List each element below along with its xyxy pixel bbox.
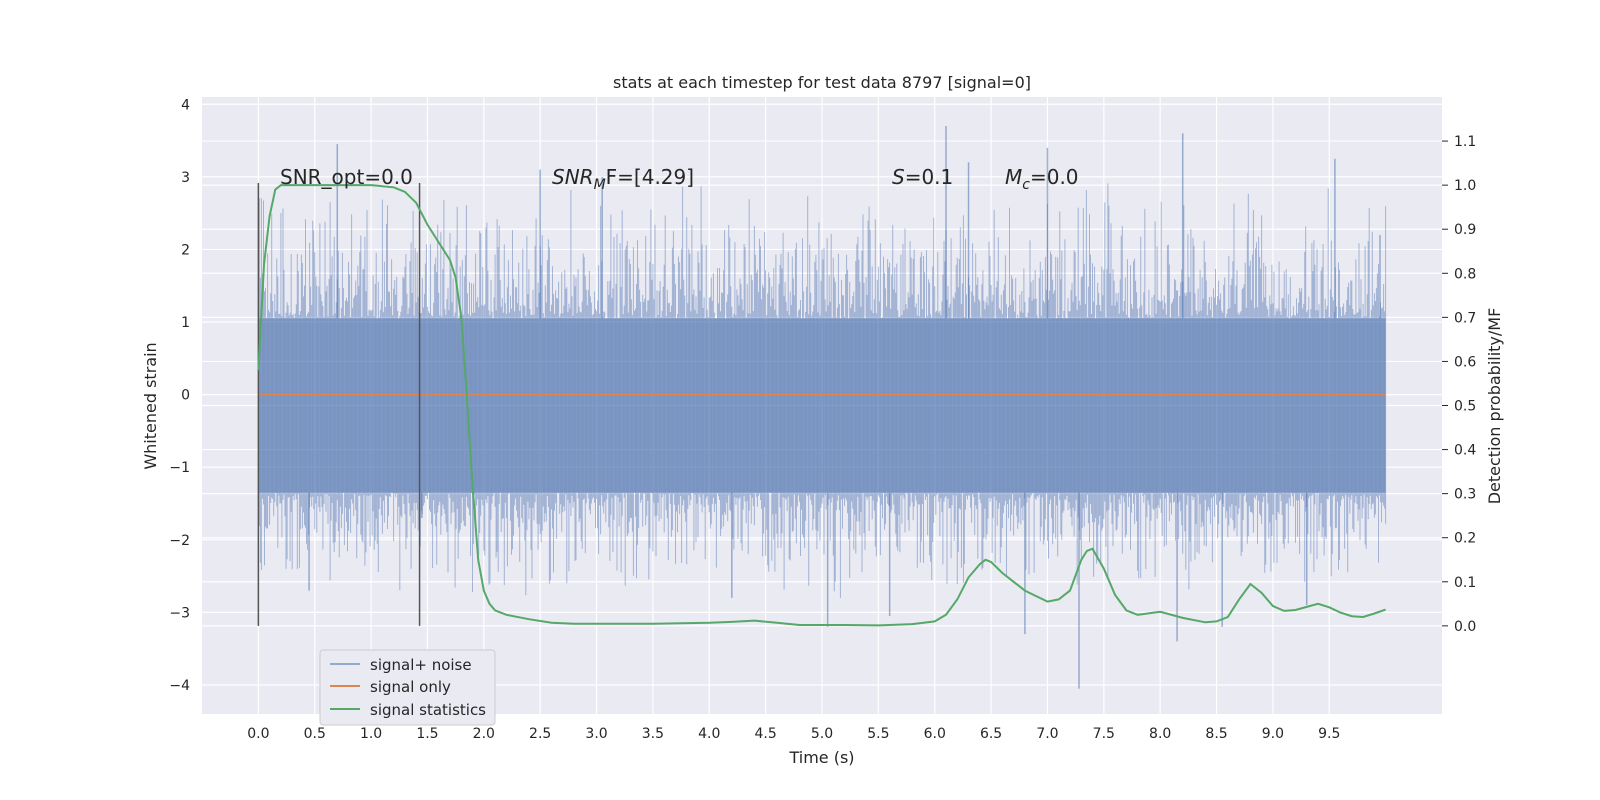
x-axis-ticks: 0.0 0.5 1.0 1.5 2.0 2.5 3.0 3.5 4.0 4.5 5.0 5.5 6.0 6… xyxy=(247,726,1340,742)
y-tick-label-left: 1 xyxy=(181,315,190,331)
x-tick-label: 3.5 xyxy=(642,726,664,742)
x-tick-label: 7.5 xyxy=(1093,726,1115,742)
legend: signal+ noise signal only signal statist… xyxy=(319,649,496,726)
grid xyxy=(202,97,1442,714)
chart-title: stats at each timestep for test data 879… xyxy=(613,73,1031,92)
x-tick-label: 0.5 xyxy=(304,726,326,742)
legend-item-signal-noise: signal+ noise xyxy=(330,656,472,674)
left-y-axis-label: Whitened strain xyxy=(141,342,160,469)
noise-series xyxy=(257,126,1387,689)
noise-dense-band xyxy=(258,318,1386,493)
x-tick-label: 7.0 xyxy=(1036,726,1058,742)
x-tick-label: 0.0 xyxy=(247,726,269,742)
x-tick-label: 6.0 xyxy=(924,726,946,742)
legend-label-signal-statistics: signal statistics xyxy=(370,701,486,719)
right-y-axis-label: Detection probability/MF xyxy=(1485,308,1504,505)
y-tick-label-left: 3 xyxy=(181,170,190,186)
x-tick-label: 9.0 xyxy=(1262,726,1284,742)
y-tick-label-right: 0.2 xyxy=(1454,531,1476,547)
y-tick-label-right: 0.5 xyxy=(1454,399,1476,415)
y-tick-label-right: 0.8 xyxy=(1454,266,1476,282)
y-tick-label-right: 1.0 xyxy=(1454,178,1476,194)
y-tick-label-left: −4 xyxy=(169,678,190,694)
x-tick-label: 8.0 xyxy=(1149,726,1171,742)
annotation-mc: Mc=0.0 xyxy=(1005,165,1079,193)
y-tick-label-left: 0 xyxy=(181,388,190,404)
y-tick-label-left: 2 xyxy=(181,242,190,258)
x-axis-label: Time (s) xyxy=(788,748,854,767)
y-tick-label-left: −3 xyxy=(169,605,190,621)
x-tick-label: 1.5 xyxy=(416,726,438,742)
x-tick-label: 2.5 xyxy=(529,726,551,742)
x-tick-label: 4.5 xyxy=(755,726,777,742)
legend-label-signal-noise: signal+ noise xyxy=(370,656,472,674)
x-tick-label: 3.0 xyxy=(585,726,607,742)
x-tick-label: 5.5 xyxy=(867,726,889,742)
y-tick-label-right: 0.9 xyxy=(1454,222,1476,238)
y-tick-label-right: 0.1 xyxy=(1454,575,1476,591)
y-tick-label-left: −1 xyxy=(169,460,190,476)
vertical-markers xyxy=(257,182,421,626)
legend-item-signal-only: signal only xyxy=(330,678,451,696)
legend-label-signal-only: signal only xyxy=(370,678,451,696)
annotation-snr-mf: SNRMF=[4.29] xyxy=(552,165,694,193)
y-tick-label-right: 0.6 xyxy=(1454,354,1476,370)
x-tick-label: 6.5 xyxy=(980,726,1002,742)
x-tick-label: 2.0 xyxy=(473,726,495,742)
y-tick-label-right: 0.3 xyxy=(1454,487,1476,503)
x-tick-label: 4.0 xyxy=(698,726,720,742)
y-tick-label-left: −2 xyxy=(169,533,190,549)
right-y-axis-ticks: 0.0 0.1 0.2 0.3 0.4 0.5 0.6 0.7 0.8 0.9 1.0 1.1 xyxy=(1442,134,1476,635)
legend-box xyxy=(319,649,496,726)
y-tick-label-right: 0.4 xyxy=(1454,443,1476,459)
statistics-series xyxy=(257,184,1386,627)
annotation-s: S=0.1 xyxy=(892,165,953,189)
y-tick-label-right: 1.1 xyxy=(1454,134,1476,150)
x-tick-label: 5.0 xyxy=(811,726,833,742)
x-tick-label: 9.5 xyxy=(1318,726,1340,742)
annotation-snr-opt: SNR_opt=0.0 xyxy=(280,165,413,189)
x-tick-label: 1.0 xyxy=(360,726,382,742)
y-tick-label-right: 0.0 xyxy=(1454,619,1476,635)
y-tick-label-right: 0.7 xyxy=(1454,310,1476,326)
legend-item-signal-statistics: signal statistics xyxy=(330,701,486,719)
y-tick-label-left: 4 xyxy=(181,97,190,113)
x-tick-label: 8.5 xyxy=(1205,726,1227,742)
left-y-axis-ticks: −4 −3 −2 −1 0 1 2 3 4 xyxy=(169,97,190,694)
statistics-line xyxy=(257,184,1386,627)
